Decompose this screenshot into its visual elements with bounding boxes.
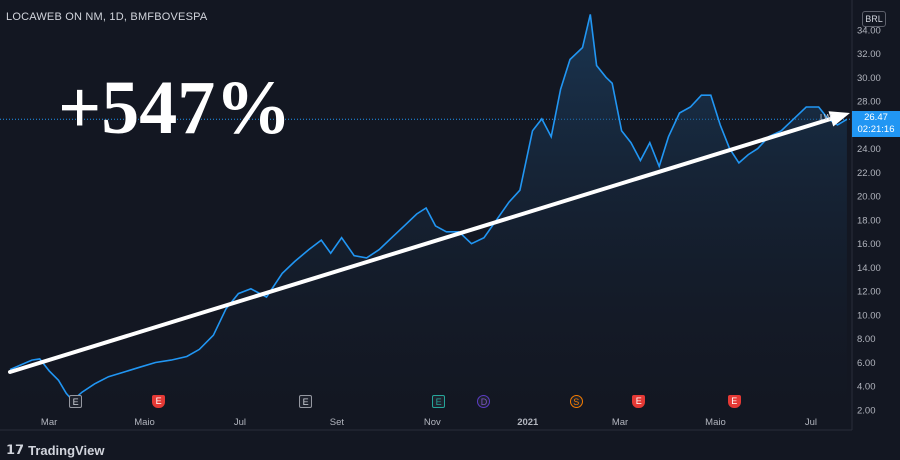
earnings-event-marker[interactable]: E: [632, 395, 646, 408]
time-tick-label: Nov: [424, 417, 441, 428]
last-price-tag: 26.47 02:21:16: [852, 111, 900, 138]
price-tick-label: 2.00: [857, 406, 876, 417]
price-tick-label: 32.00: [857, 49, 881, 60]
footer-bar: [0, 436, 900, 460]
time-tick-label: Mar: [41, 417, 57, 428]
price-tick-label: 24.00: [857, 144, 881, 155]
time-tick-label: Jul: [805, 417, 817, 428]
earnings-event-marker[interactable]: E: [69, 395, 83, 408]
price-tick-label: 22.00: [857, 168, 881, 179]
time-tick-label: Maio: [705, 417, 726, 428]
symbol-legend[interactable]: LOCAWEB ON NM, 1D, BMFBOVESPA: [6, 11, 208, 23]
currency-badge[interactable]: BRL: [862, 11, 886, 27]
series-short-label: LW: [820, 113, 832, 123]
gain-overlay-text: +547%: [58, 66, 292, 150]
time-axis[interactable]: Mar Maio Jul Set Nov 2021 Mar Maio Jul: [41, 417, 817, 428]
time-tick-label: Jul: [234, 417, 246, 428]
tradingview-wordmark: TradingView: [28, 442, 105, 458]
earnings-event-marker[interactable]: E: [432, 395, 446, 408]
price-tick-label: 12.00: [857, 287, 881, 298]
price-tick-label: 10.00: [857, 310, 881, 321]
price-tick-label: 16.00: [857, 239, 881, 250]
price-tick-label: 18.00: [857, 215, 881, 226]
bar-countdown: 02:21:16: [857, 124, 895, 136]
price-tick-label: 28.00: [857, 97, 881, 108]
trend-arrow-shaft: [8, 116, 833, 374]
trend-arrow: [8, 111, 850, 374]
price-tick-label: 4.00: [857, 382, 876, 393]
earnings-event-marker[interactable]: E: [299, 395, 313, 408]
last-price-value: 26.47: [864, 112, 888, 124]
price-tick-label: 8.00: [857, 334, 876, 345]
dividend-event-marker[interactable]: D: [477, 395, 491, 408]
tradingview-mark-icon: 𝟭𝟳: [6, 442, 25, 457]
price-tick-label: 20.00: [857, 192, 881, 203]
price-tick-label: 34.00: [857, 25, 881, 36]
price-tick-label: 14.00: [857, 263, 881, 274]
trend-arrow-head: [828, 111, 850, 127]
split-event-marker[interactable]: S: [569, 395, 583, 408]
price-area: [10, 14, 847, 411]
time-tick-label: 2021: [517, 417, 539, 428]
time-tick-label: Maio: [134, 417, 155, 428]
price-axis[interactable]: 2.00 4.00 6.00 8.00 10.00 12.00 14.00 16.00 18.0…: [857, 25, 881, 416]
earnings-event-marker[interactable]: E: [152, 395, 166, 408]
price-line: [9, 14, 848, 402]
price-tick-label: 6.00: [857, 358, 876, 369]
price-tick-label: 30.00: [857, 73, 881, 84]
tradingview-logo[interactable]: 𝟭𝟳 TradingView: [6, 442, 104, 458]
time-tick-label: Set: [330, 417, 345, 428]
earnings-event-marker[interactable]: E: [727, 395, 741, 408]
time-tick-label: Mar: [612, 417, 628, 428]
